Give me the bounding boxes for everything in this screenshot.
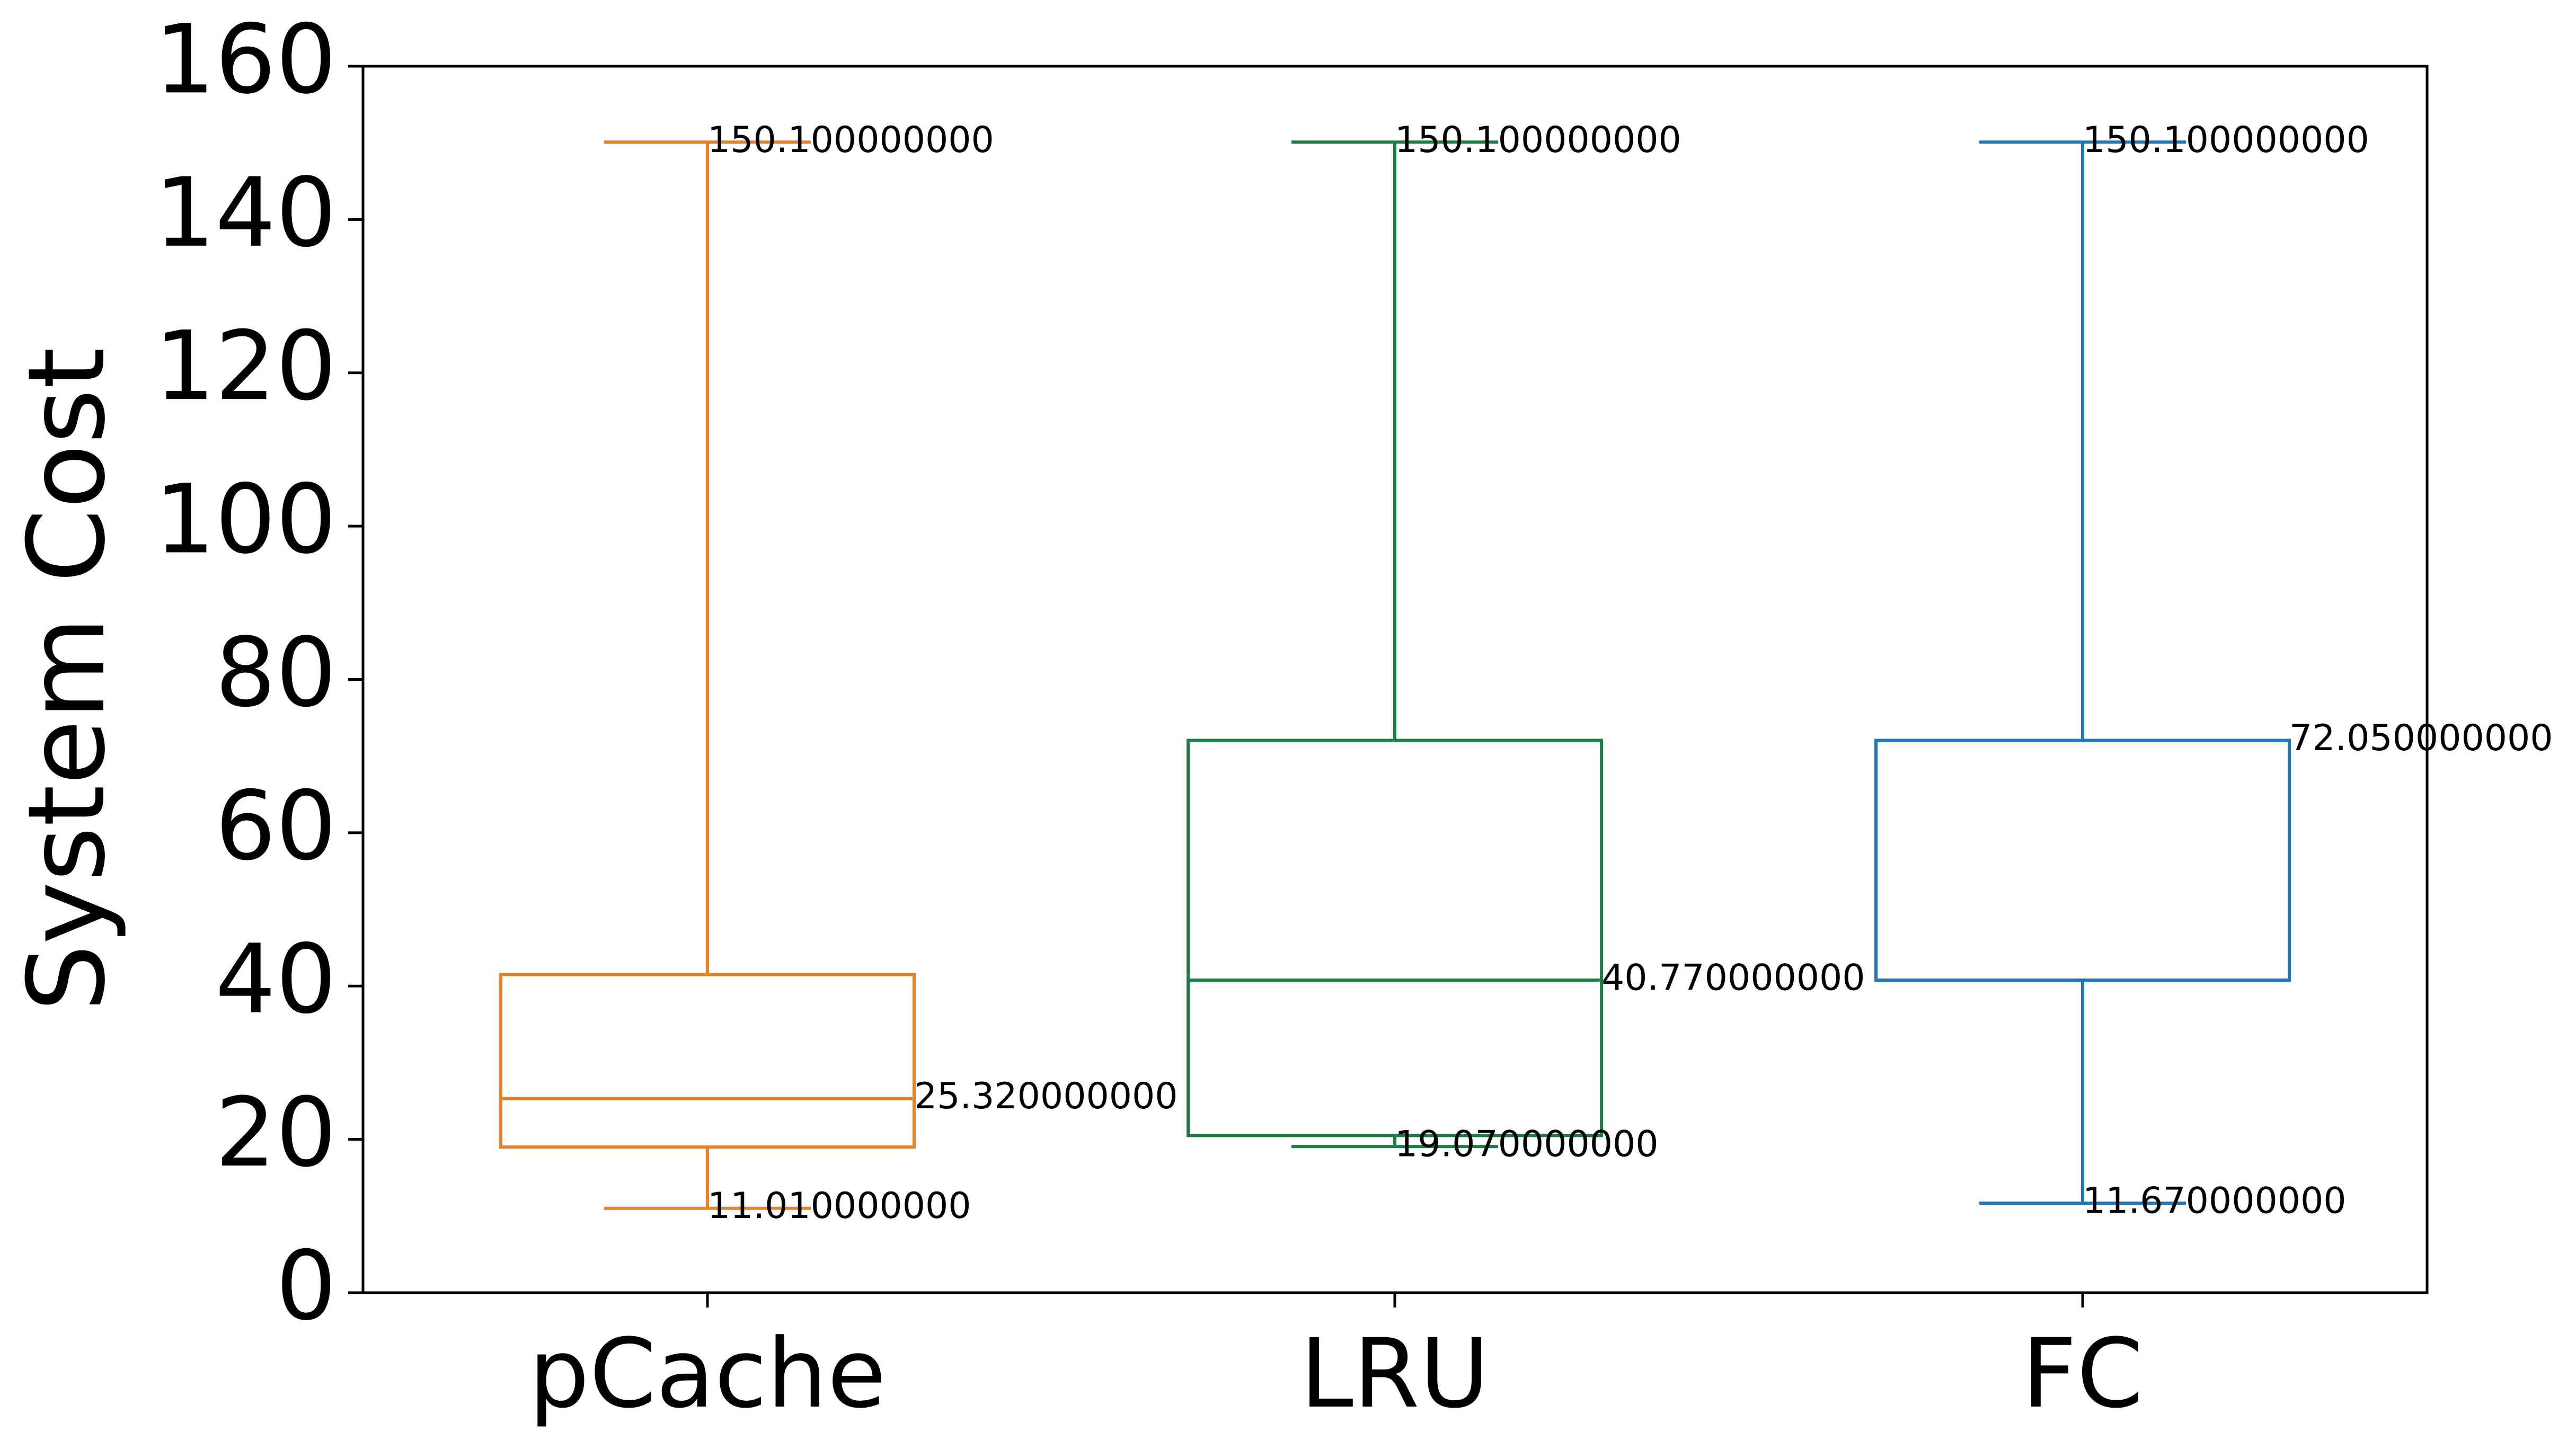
y-tick-label-60: 60 bbox=[215, 771, 337, 882]
y-tick-label-160: 160 bbox=[154, 4, 337, 115]
x-tick-label-pcache: pCache bbox=[529, 1319, 886, 1429]
data-label-lru-1: 40.770000000 bbox=[1601, 957, 1865, 999]
data-label-pcache-1: 25.320000000 bbox=[914, 1075, 1178, 1117]
data-label-fc-0: 150.100000000 bbox=[2083, 119, 2369, 161]
box-group-pcache: 150.100000000 25.320000000 11.010000000 bbox=[499, 119, 1178, 1227]
y-tick-label-0: 0 bbox=[276, 1231, 337, 1341]
data-label-lru-2: 19.070000000 bbox=[1395, 1124, 1659, 1166]
x-tick-label-fc: FC bbox=[2022, 1319, 2143, 1429]
box-group-lru: 150.100000000 40.770000000 19.070000000 bbox=[1187, 119, 1865, 1166]
y-tick-label-20: 20 bbox=[215, 1078, 337, 1188]
box-fc bbox=[1874, 739, 2291, 982]
data-label-pcache-0: 150.100000000 bbox=[707, 119, 994, 161]
x-tick-label-lru: LRU bbox=[1300, 1319, 1489, 1429]
plot-area: 150.10000000025.32000000011.010000000150… bbox=[499, 119, 2553, 1227]
y-tick-label-120: 120 bbox=[154, 311, 337, 422]
y-tick-label-40: 40 bbox=[215, 924, 337, 1035]
data-label-pcache-2: 11.010000000 bbox=[707, 1185, 971, 1227]
box-lru bbox=[1187, 739, 1603, 1137]
axes: 0 20 40 60 80 100 120 140 160 pCache LRU FC bbox=[154, 4, 2429, 1429]
data-label-fc-2: 11.670000000 bbox=[2083, 1180, 2347, 1222]
y-axis-label: System Cost bbox=[5, 347, 129, 1011]
box-pcache bbox=[499, 973, 916, 1149]
data-label-lru-0: 150.100000000 bbox=[1395, 119, 1681, 161]
y-tick-label-100: 100 bbox=[154, 464, 337, 575]
box-group-fc: 150.100000000 72.050000000 11.670000000 bbox=[1874, 119, 2553, 1222]
data-label-fc-1: 72.050000000 bbox=[2289, 717, 2553, 759]
y-tick-label-80: 80 bbox=[215, 618, 337, 728]
y-tick-label-140: 140 bbox=[154, 158, 337, 269]
